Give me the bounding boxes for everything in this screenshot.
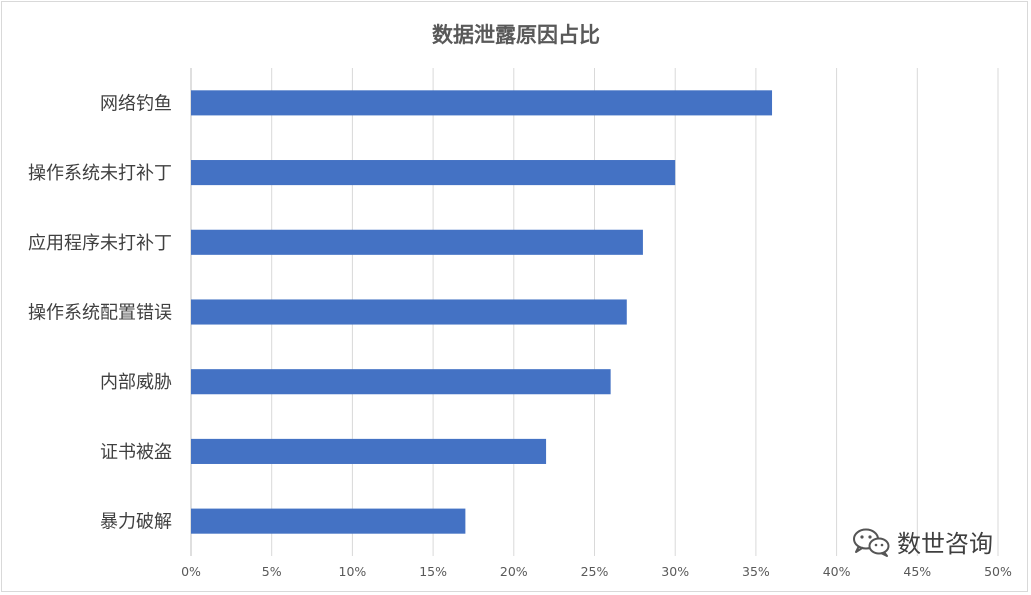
bar xyxy=(191,90,773,116)
x-tick-label: 45% xyxy=(903,564,931,579)
bar xyxy=(191,508,466,534)
bar xyxy=(191,299,627,325)
category-label: 内部威胁 xyxy=(100,372,172,393)
x-tick-label: 15% xyxy=(419,564,447,579)
category-label: 证书被盗 xyxy=(100,442,172,463)
bar xyxy=(191,229,643,255)
bars xyxy=(191,90,773,534)
x-tick-label: 35% xyxy=(742,564,770,579)
x-tick-label: 5% xyxy=(262,564,282,579)
x-tick-label: 20% xyxy=(500,564,528,579)
category-label: 应用程序未打补丁 xyxy=(28,233,172,254)
chart-title: 数据泄露原因占比 xyxy=(432,23,600,47)
bar xyxy=(191,160,676,186)
category-label: 网络钓鱼 xyxy=(100,93,172,114)
bar xyxy=(191,438,547,464)
watermark-text: 数世咨询 xyxy=(897,530,993,558)
bar xyxy=(191,369,611,395)
category-label: 操作系统配置错误 xyxy=(28,303,172,324)
x-tick-labels: 0% 5% 10% 15% 20% 25% 30% 35% 40% 45% 50% xyxy=(181,564,1012,579)
x-tick-label: 40% xyxy=(823,564,851,579)
x-tick-label: 0% xyxy=(181,564,201,579)
category-label: 操作系统未打补丁 xyxy=(28,163,172,184)
category-label: 暴力破解 xyxy=(100,512,172,533)
x-tick-label: 30% xyxy=(661,564,689,579)
x-tick-label: 50% xyxy=(984,564,1012,579)
x-tick-label: 10% xyxy=(339,564,367,579)
x-tick-label: 25% xyxy=(581,564,609,579)
wechat-icon xyxy=(853,528,890,557)
watermark: 数世咨询 xyxy=(851,524,993,559)
